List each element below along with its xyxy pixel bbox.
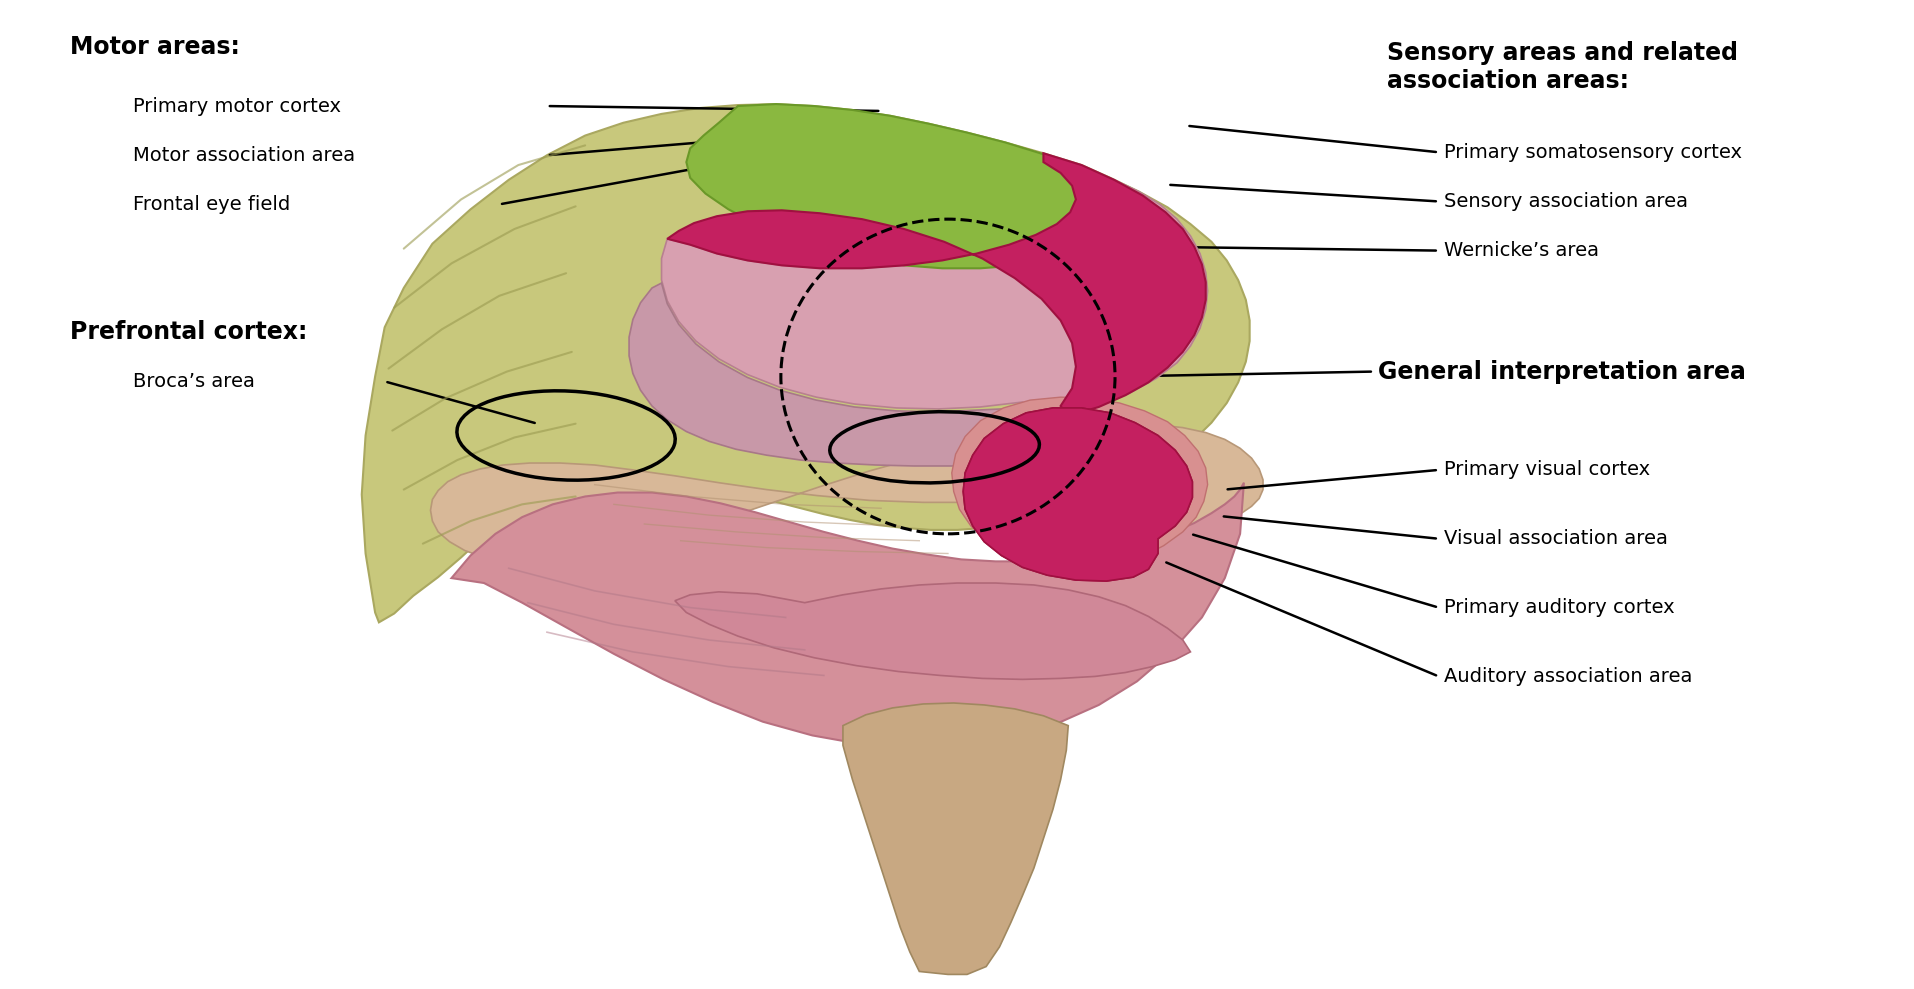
Text: Primary auditory cortex: Primary auditory cortex xyxy=(1443,598,1675,617)
Text: Broca’s area: Broca’s area xyxy=(132,372,255,391)
Polygon shape xyxy=(963,407,1192,582)
Text: Primary visual cortex: Primary visual cortex xyxy=(1443,461,1650,480)
Polygon shape xyxy=(666,153,1206,415)
Text: Prefrontal cortex:: Prefrontal cortex: xyxy=(69,320,306,344)
Text: Sensory areas and related
association areas:: Sensory areas and related association ar… xyxy=(1386,41,1738,93)
Polygon shape xyxy=(362,104,1250,622)
Text: General interpretation area: General interpretation area xyxy=(1376,360,1744,384)
Text: Motor areas:: Motor areas: xyxy=(69,35,239,59)
Text: Wernicke’s area: Wernicke’s area xyxy=(1443,241,1598,260)
Text: Primary somatosensory cortex: Primary somatosensory cortex xyxy=(1443,142,1742,162)
Polygon shape xyxy=(674,583,1191,679)
Text: Primary motor cortex: Primary motor cortex xyxy=(132,97,341,116)
Text: Auditory association area: Auditory association area xyxy=(1443,667,1692,686)
Polygon shape xyxy=(660,162,1208,415)
Polygon shape xyxy=(452,483,1244,748)
Polygon shape xyxy=(431,423,1263,562)
Text: Sensory association area: Sensory association area xyxy=(1443,192,1688,211)
Polygon shape xyxy=(951,398,1208,574)
Polygon shape xyxy=(963,407,1192,582)
Text: Frontal eye field: Frontal eye field xyxy=(132,195,289,214)
Polygon shape xyxy=(842,703,1068,974)
Text: Motor association area: Motor association area xyxy=(132,145,354,165)
Text: Visual association area: Visual association area xyxy=(1443,529,1667,548)
Polygon shape xyxy=(685,104,1148,268)
Polygon shape xyxy=(628,283,1068,466)
